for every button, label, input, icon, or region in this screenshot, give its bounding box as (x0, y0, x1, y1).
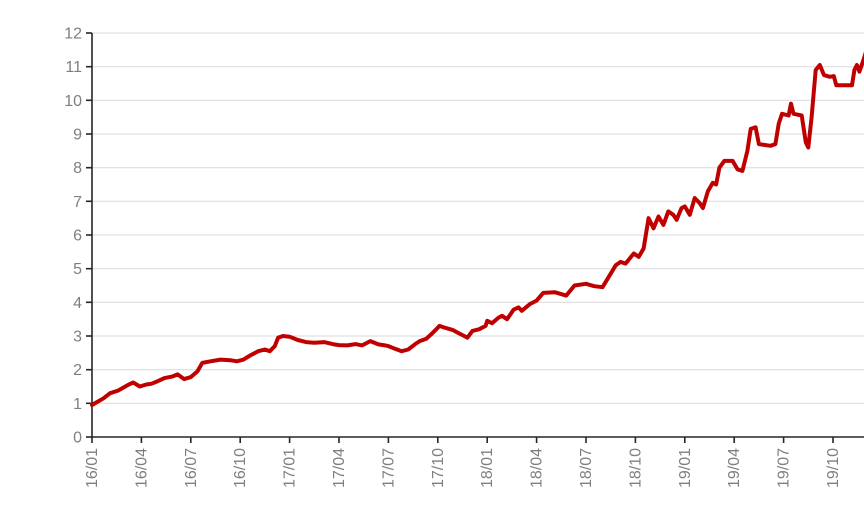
x-tick-label: 18/10 (627, 448, 644, 488)
x-tick-label: 16/01 (84, 448, 101, 488)
x-tick-label: 16/04 (133, 448, 150, 488)
x-tick-label: 19/01 (677, 448, 694, 488)
x-tick-label: 17/04 (331, 448, 348, 488)
y-tick-label: 9 (73, 127, 82, 144)
x-tick-label: 16/07 (183, 448, 200, 488)
y-tick-label: 0 (73, 430, 82, 447)
y-tick-label: 8 (73, 160, 82, 177)
x-tick-label: 19/10 (825, 448, 842, 488)
x-tick-label: 17/07 (380, 448, 397, 488)
y-tick-label: 7 (73, 194, 82, 211)
x-tick-label: 18/07 (578, 448, 595, 488)
x-tick-label: 17/01 (282, 448, 299, 488)
x-tick-label: 18/04 (529, 448, 546, 488)
y-tick-label: 1 (73, 396, 82, 413)
y-tick-label: 10 (64, 93, 82, 110)
y-tick-label: 4 (73, 295, 82, 312)
x-tick-label: 16/10 (232, 448, 249, 488)
y-tick-label: 12 (64, 26, 82, 43)
y-tick-label: 11 (65, 59, 82, 76)
line-chart: 0 1 2 3 4 5 6 7 8 9 10 11 12 16/01 16/04 16/07 16/10 17/0… (40, 16, 864, 511)
y-tick-label: 6 (73, 228, 82, 245)
x-tick-label: 18/01 (479, 448, 496, 488)
x-tick-label: 19/04 (726, 448, 743, 488)
x-tick-label: 17/10 (430, 448, 447, 488)
y-tick-label: 3 (73, 329, 82, 346)
x-tick-label: 19/07 (776, 448, 793, 488)
y-tick-label: 2 (73, 362, 82, 379)
data-series-line (90, 51, 864, 407)
y-tick-label: 5 (73, 261, 82, 278)
